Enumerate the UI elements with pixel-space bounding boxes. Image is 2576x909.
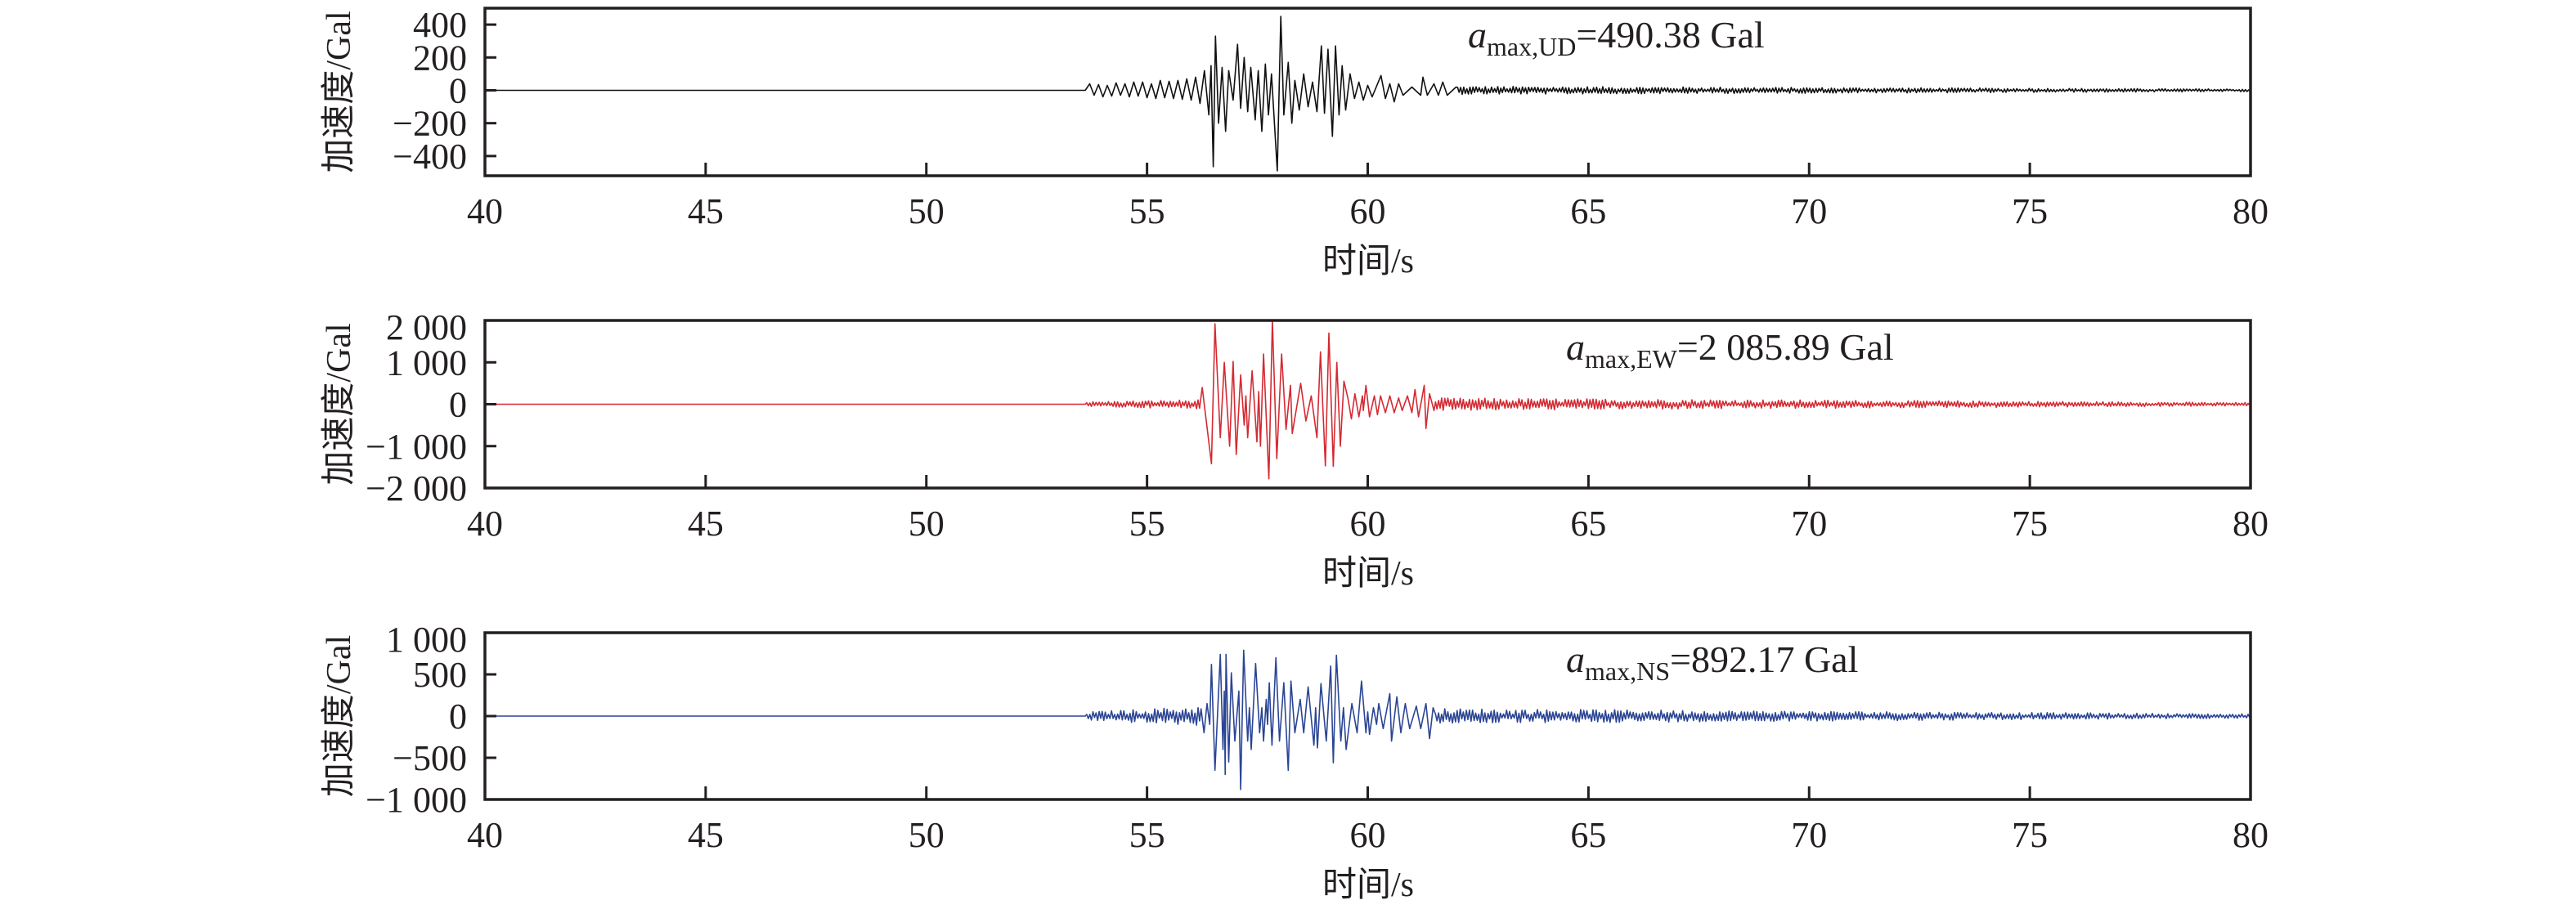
x-tick-label: 80 <box>2233 815 2269 855</box>
y-axis-title: 加速度/Gal <box>321 11 358 172</box>
x-tick-label: 65 <box>1570 191 1606 231</box>
x-tick-label: 55 <box>1129 504 1165 544</box>
annotation-value: =2 085.89 Gal <box>1677 326 1894 368</box>
annotation-value: =892.17 Gal <box>1670 638 1858 680</box>
x-tick-label: 40 <box>467 504 503 544</box>
plot-frame <box>483 7 2252 177</box>
x-tick-label: 65 <box>1570 504 1606 544</box>
x-tick-label: 45 <box>688 815 724 855</box>
x-axis-title: 时间/s <box>1322 555 1414 593</box>
x-tick-label: 70 <box>1791 815 1827 855</box>
x-tick-label: 45 <box>688 191 724 231</box>
series-line-ns <box>485 649 2251 790</box>
annotation-symbol: a <box>1566 326 1585 368</box>
y-tick-label: 400 <box>413 5 467 45</box>
y-tick-label: −1 000 <box>366 780 467 820</box>
x-tick-label: 60 <box>1350 504 1386 544</box>
annotation-subscript: max,EW <box>1585 344 1678 374</box>
x-tick-label: 65 <box>1570 815 1606 855</box>
series-line-ew <box>485 320 2251 480</box>
y-tick-label: −500 <box>393 738 467 778</box>
x-tick-label: 55 <box>1129 191 1165 231</box>
y-tick-label: 1 000 <box>386 343 467 383</box>
x-tick-label: 60 <box>1350 815 1386 855</box>
x-tick-label: 75 <box>2012 815 2048 855</box>
y-tick-label: 0 <box>449 70 467 110</box>
peak-acceleration-annotation: amax,NS=892.17 Gal <box>1566 638 1858 686</box>
peak-acceleration-annotation: amax,EW=2 085.89 Gal <box>1566 326 1894 374</box>
x-tick-label: 80 <box>2233 191 2269 231</box>
peak-acceleration-annotation: amax,UD=490.38 Gal <box>1468 14 1765 61</box>
x-tick-label: 60 <box>1350 191 1386 231</box>
x-tick-label: 40 <box>467 815 503 855</box>
x-tick-label: 50 <box>909 815 945 855</box>
y-tick-label: −400 <box>393 137 467 177</box>
y-tick-label: 0 <box>449 696 467 737</box>
x-tick-label: 50 <box>909 191 945 231</box>
series-line-ud <box>485 16 2251 172</box>
x-tick-label: 75 <box>2012 504 2048 544</box>
x-tick-label: 70 <box>1791 504 1827 544</box>
x-tick-label: 55 <box>1129 815 1165 855</box>
annotation-symbol: a <box>1468 14 1487 56</box>
y-tick-label: −200 <box>393 104 467 144</box>
y-axis-title: 加速度/Gal <box>321 323 358 485</box>
annotation-symbol: a <box>1566 638 1585 680</box>
annotation-subscript: max,NS <box>1585 656 1670 686</box>
y-tick-label: −2 000 <box>366 468 467 508</box>
x-tick-label: 50 <box>909 504 945 544</box>
annotation-value: =490.38 Gal <box>1576 14 1764 56</box>
x-axis-title: 时间/s <box>1322 866 1414 904</box>
x-tick-label: 45 <box>688 504 724 544</box>
y-tick-label: 0 <box>449 385 467 425</box>
y-tick-label: 2 000 <box>386 307 467 347</box>
x-tick-label: 80 <box>2233 504 2269 544</box>
x-axis-title: 时间/s <box>1322 243 1414 280</box>
y-tick-label: 500 <box>413 655 467 695</box>
annotation-subscript: max,UD <box>1487 32 1576 61</box>
y-axis-title: 加速度/Gal <box>321 635 358 797</box>
x-tick-label: 70 <box>1791 191 1827 231</box>
x-tick-label: 75 <box>2012 191 2048 231</box>
y-tick-label: 200 <box>413 38 467 78</box>
x-tick-label: 40 <box>467 191 503 231</box>
y-tick-label: −1 000 <box>366 427 467 467</box>
y-tick-label: 1 000 <box>386 620 467 660</box>
